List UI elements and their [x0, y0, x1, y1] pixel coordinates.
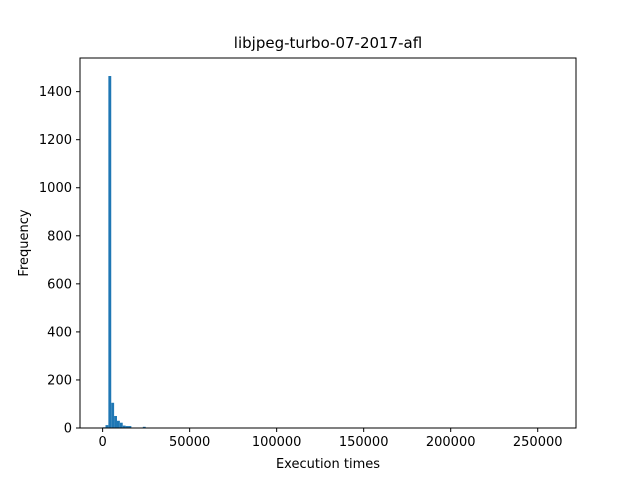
- x-axis-label: Execution times: [276, 457, 380, 472]
- histogram-bar: [111, 403, 114, 428]
- x-tick-label: 50000: [169, 435, 210, 450]
- y-tick-label: 400: [47, 325, 72, 340]
- chart-title: libjpeg-turbo-07-2017-afl: [234, 34, 422, 52]
- x-tick-label: 0: [98, 435, 106, 450]
- histogram-bar: [114, 416, 117, 428]
- histogram-bar: [120, 423, 123, 428]
- x-tick-label: 250000: [513, 435, 563, 450]
- y-tick-label: 800: [47, 229, 72, 244]
- x-tick-label: 150000: [339, 435, 389, 450]
- y-tick-label: 1000: [39, 181, 72, 196]
- y-tick-label: 1400: [39, 85, 72, 100]
- y-tick-label: 1200: [39, 133, 72, 148]
- histogram-bar: [117, 421, 120, 428]
- histogram-bar: [108, 76, 111, 428]
- y-tick-label: 600: [47, 277, 72, 292]
- x-tick-label: 200000: [426, 435, 476, 450]
- y-tick-label: 0: [64, 422, 72, 437]
- y-tick-label: 200: [47, 373, 72, 388]
- y-axis-label: Frequency: [17, 209, 32, 276]
- x-tick-label: 100000: [252, 435, 302, 450]
